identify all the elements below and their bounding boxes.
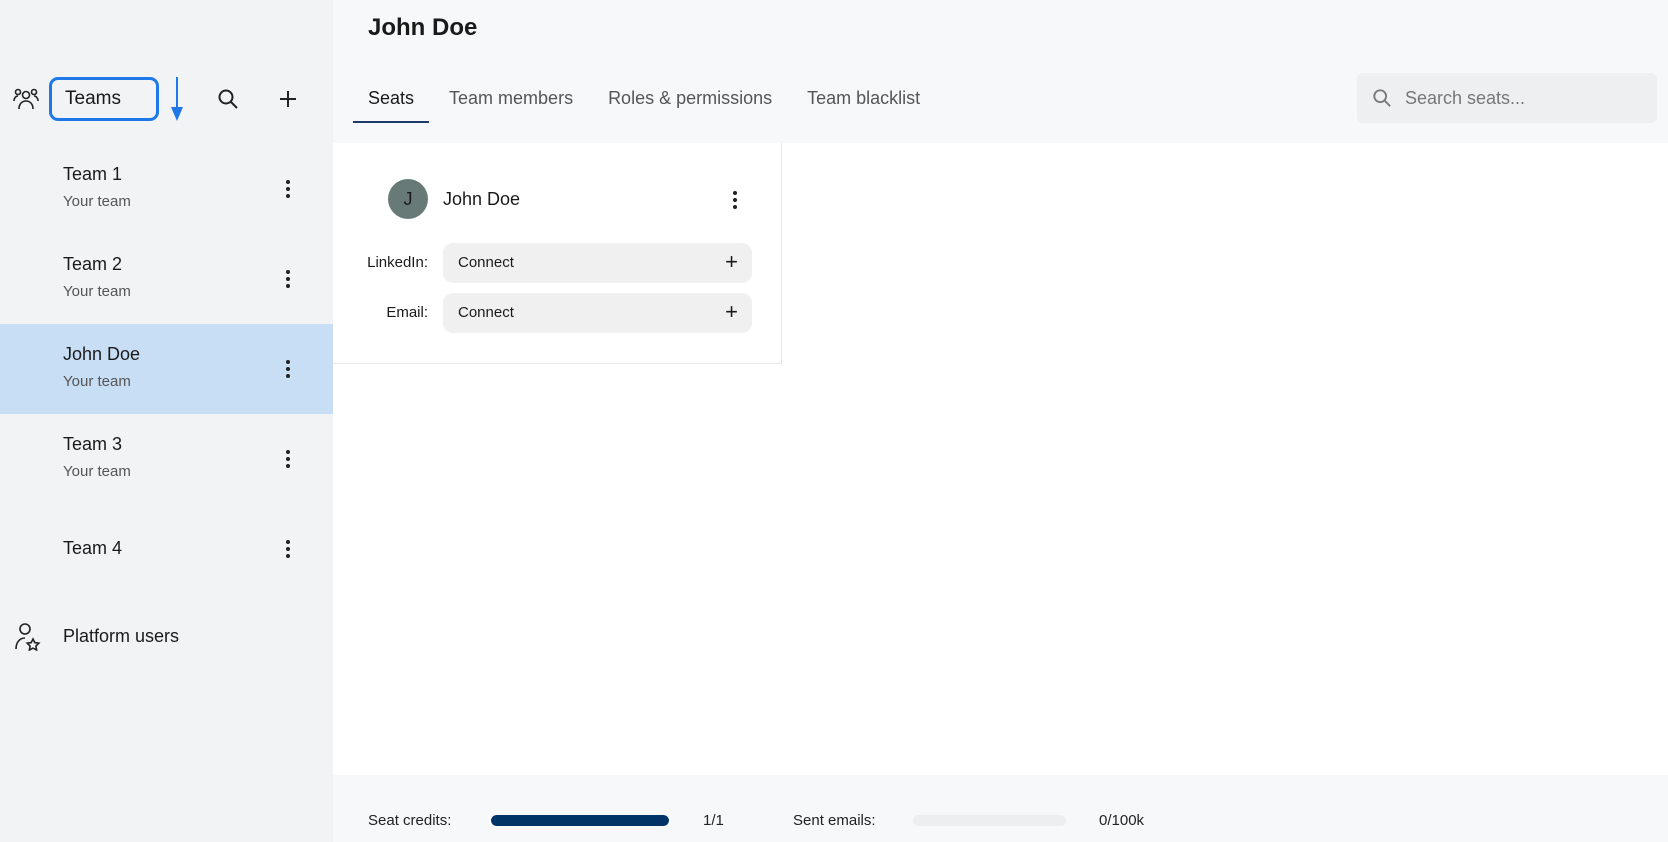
avatar: J [388, 179, 428, 219]
tab-team-members[interactable]: Team members [449, 88, 574, 108]
search-seats-input[interactable]: Search seats... [1357, 73, 1657, 123]
seat-name: John Doe [443, 189, 521, 209]
team-item[interactable]: Team 1 Your team [0, 144, 333, 234]
linkedin-connect-button[interactable]: Connect + [443, 243, 752, 283]
team-name: Team 1 [63, 164, 123, 184]
team-subtitle: Your team [63, 193, 131, 210]
team-subtitle: Your team [63, 463, 131, 480]
team-name: Team 3 [63, 434, 123, 454]
sidebar: Teams Team 1 Your team Team 2 Your team … [0, 0, 333, 842]
plus-icon: + [725, 299, 738, 324]
arrow-down-icon [165, 77, 189, 121]
more-vertical-icon[interactable] [723, 185, 747, 215]
seat-credits-label: Seat credits: [368, 812, 452, 829]
tab-roles-permissions[interactable]: Roles & permissions [608, 88, 773, 108]
search-icon [1371, 87, 1393, 109]
team-name: Team 4 [63, 538, 123, 558]
tab-bar: Seats Team members Roles & permissions T… [353, 78, 940, 123]
team-subtitle: Your team [63, 283, 131, 300]
more-vertical-icon[interactable] [276, 174, 300, 204]
platform-users-item[interactable]: Platform users [0, 618, 333, 654]
usage-footer: Seat credits: 1/1 Sent emails: 0/100k [333, 775, 1668, 842]
team-item[interactable]: Team 2 Your team [0, 234, 333, 324]
email-connect-button[interactable]: Connect + [443, 293, 752, 333]
search-placeholder: Search seats... [1405, 88, 1526, 108]
connect-label: Connect [458, 254, 514, 271]
more-vertical-icon[interactable] [276, 534, 300, 564]
team-icon [12, 85, 40, 113]
teams-header: Teams [0, 77, 333, 121]
user-star-icon [12, 621, 42, 651]
seat-credits-bar [491, 815, 669, 826]
main-header: John Doe Seats Team members Roles & perm… [333, 0, 1668, 143]
teams-section-label[interactable]: Teams [49, 77, 159, 121]
sent-emails-bar [913, 815, 1066, 826]
search-icon[interactable] [214, 85, 242, 113]
sent-emails-label: Sent emails: [793, 812, 876, 829]
email-row: Email: Connect + [333, 293, 782, 333]
tab-seats[interactable]: Seats [353, 78, 430, 123]
team-item[interactable]: Team 4 [0, 504, 333, 594]
more-vertical-icon[interactable] [276, 444, 300, 474]
team-item[interactable]: Team 3 Your team [0, 414, 333, 504]
email-label: Email: [386, 304, 428, 321]
linkedin-row: LinkedIn: Connect + [333, 243, 782, 283]
plus-icon: + [725, 249, 738, 274]
tab-team-blacklist[interactable]: Team blacklist [807, 88, 921, 108]
linkedin-label: LinkedIn: [367, 254, 428, 271]
seat-card: J John Doe LinkedIn: Connect + Email: Co… [333, 143, 782, 364]
team-item-selected[interactable]: John Doe Your team [0, 324, 333, 414]
platform-users-label: Platform users [63, 626, 180, 646]
team-name: John Doe [63, 344, 141, 364]
more-vertical-icon[interactable] [276, 264, 300, 294]
connect-label: Connect [458, 304, 514, 321]
seat-credits-fill [491, 815, 669, 826]
seat-credits-value: 1/1 [703, 812, 724, 829]
team-subtitle: Your team [63, 373, 131, 390]
add-team-icon[interactable] [274, 85, 302, 113]
page-title: John Doe [368, 14, 478, 41]
sent-emails-value: 0/100k [1099, 812, 1145, 829]
more-vertical-icon[interactable] [276, 354, 300, 384]
team-name: Team 2 [63, 254, 123, 274]
